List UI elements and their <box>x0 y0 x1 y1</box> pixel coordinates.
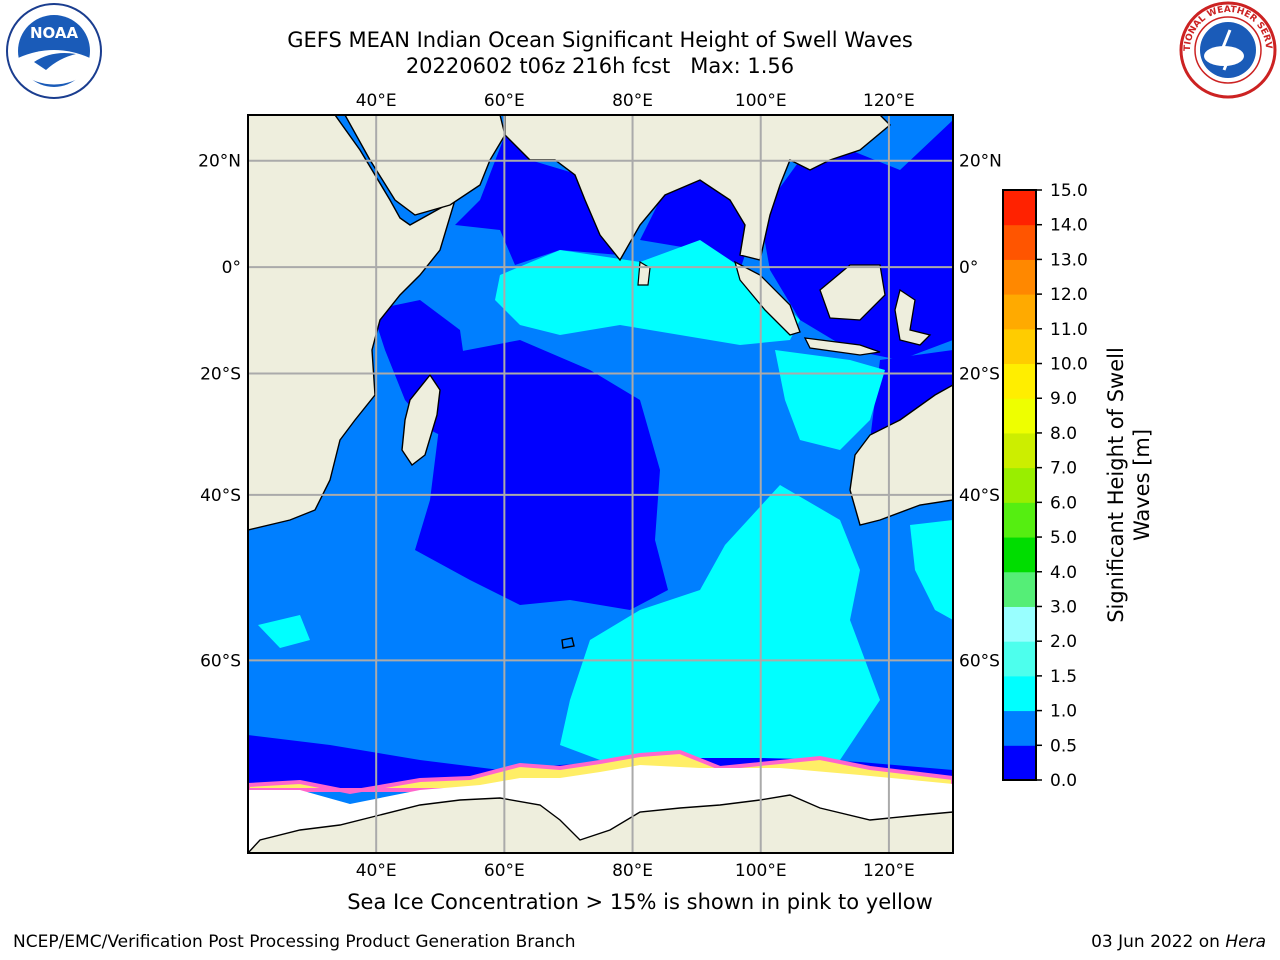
swell-zone-low-bay <box>455 135 620 265</box>
nws-logo: NATIONAL WEATHER SERVICE <box>1178 0 1277 99</box>
lat-tick-left: 20°S <box>200 365 241 385</box>
map-area <box>248 115 953 853</box>
colorbar-label: Significant Height of Swell Waves [m] <box>1104 347 1154 623</box>
noaa-logo: NOAA <box>6 3 102 99</box>
colorbar-segment <box>1003 224 1036 260</box>
sulawesi-land <box>894 288 932 346</box>
lon-tick-bottom: 100°E <box>735 861 787 881</box>
caption: Sea Ice Concentration > 15% is shown in … <box>347 890 933 914</box>
colorbar-segment <box>1003 710 1036 746</box>
australia-land <box>849 384 953 526</box>
colorbar-tick-label: 0.0 <box>1050 771 1077 791</box>
antarctica-land <box>248 794 953 853</box>
colorbar-tick-label: 13.0 <box>1050 250 1088 270</box>
lon-tick-top: 100°E <box>735 91 787 111</box>
lat-tick-left: 20°N <box>198 152 241 172</box>
datestamp-host: Hera <box>1225 932 1266 952</box>
swell-zone-mid-southeast <box>910 520 953 620</box>
colorbar-tick-label: 7.0 <box>1050 459 1077 479</box>
lat-tick-right: 20°S <box>959 365 1000 385</box>
lon-tick-top: 80°E <box>612 91 653 111</box>
kerguelen-land <box>561 637 575 649</box>
colorbar-segment <box>1003 571 1036 607</box>
colorbar <box>1003 190 1036 781</box>
lat-tick-right: 60°S <box>959 651 1000 671</box>
title-line-1: GEFS MEAN Indian Ocean Significant Heigh… <box>287 28 913 52</box>
lat-tick-left: 0° <box>222 258 241 278</box>
colorbar-segment <box>1003 502 1036 538</box>
colorbar-tick-label: 1.0 <box>1050 702 1077 722</box>
colorbar-segment <box>1003 745 1036 781</box>
colorbar-tick-label: 2.0 <box>1050 632 1077 652</box>
colorbar-segment <box>1003 328 1036 365</box>
colorbar-segment <box>1003 432 1036 469</box>
madagascar-land <box>401 373 441 467</box>
lat-tick-right: 0° <box>959 258 978 278</box>
lat-tick-right: 40°S <box>959 486 1000 506</box>
colorbar-segment <box>1003 467 1036 503</box>
swell-zone-mid-south <box>560 485 880 760</box>
colorbar-ticks: 0.0 0.5 1.0 1.5 2.0 3.0 4.0 5.0 6.0 7.0 8.0 9.0 10.0… <box>1036 181 1088 791</box>
colorbar-segment <box>1003 190 1036 226</box>
lat-tick-left: 60°S <box>200 651 241 671</box>
colorbar-tick-label: 11.0 <box>1050 320 1088 340</box>
colorbar-tick-label: 14.0 <box>1050 216 1088 236</box>
lon-tick-top: 60°E <box>484 91 525 111</box>
colorbar-segment <box>1003 398 1036 434</box>
colorbar-tick-label: 1.5 <box>1050 667 1077 687</box>
lon-tick-bottom: 80°E <box>612 861 653 881</box>
colorbar-tick-label: 9.0 <box>1050 389 1077 409</box>
colorbar-tick-label: 4.0 <box>1050 563 1077 583</box>
swell-zone-low-mozambique <box>372 300 470 440</box>
tick-labels: 40°E 40°E 60°E 60°E 80°E 80°E 100°E 100°E 120°E 1… <box>198 91 1002 881</box>
arabia-land <box>344 115 506 216</box>
colorbar-tick-label: 8.0 <box>1050 424 1077 444</box>
swell-zone-low-central <box>415 340 668 610</box>
swell-zone-mid-southwest <box>258 615 310 648</box>
colorbar-segment <box>1003 606 1036 642</box>
swell-zone-mid-east <box>775 350 885 450</box>
colorbar-tick-label: 6.0 <box>1050 493 1077 513</box>
colorbar-segment <box>1003 363 1036 399</box>
colorbar-tick-label: 0.5 <box>1050 736 1077 756</box>
svg-text:NOAA: NOAA <box>30 24 79 42</box>
datestamp: 03 Jun 2022 on Hera <box>1091 932 1266 952</box>
datestamp-prefix: 03 Jun 2022 on <box>1091 932 1226 952</box>
colorbar-tick-label: 12.0 <box>1050 285 1088 305</box>
colorbar-frame <box>1002 189 1037 781</box>
colorbar-segment <box>1003 641 1036 677</box>
africa-land <box>248 115 457 531</box>
gridlines <box>248 115 953 853</box>
lon-tick-bottom: 120°E <box>863 861 915 881</box>
lat-tick-right: 20°N <box>959 152 1002 172</box>
lon-tick-top: 40°E <box>356 91 397 111</box>
map-frame <box>247 114 954 854</box>
lon-tick-bottom: 40°E <box>356 861 397 881</box>
lat-tick-left: 40°S <box>200 486 241 506</box>
colorbar-tick-label: 3.0 <box>1050 597 1077 617</box>
colorbar-segment <box>1003 675 1036 712</box>
colorbar-tick-label: 15.0 <box>1050 181 1088 201</box>
colorbar-tick-label: 5.0 <box>1050 528 1077 548</box>
lon-tick-top: 120°E <box>863 91 915 111</box>
sumatra-land <box>733 260 801 336</box>
lon-tick-bottom: 60°E <box>484 861 525 881</box>
colorbar-segment <box>1003 537 1036 573</box>
colorbar-tick-label: 10.0 <box>1050 355 1088 375</box>
colorbar-segment <box>1003 294 1036 330</box>
java-land <box>803 337 881 356</box>
title-line-2: 20220602 t06z 216h fcst Max: 1.56 <box>405 54 795 78</box>
credit-text: NCEP/EMC/Verification Post Processing Pr… <box>13 932 576 952</box>
colorbar-segment <box>1003 259 1036 295</box>
india-asia-land <box>504 115 892 262</box>
borneo-land <box>819 264 886 321</box>
